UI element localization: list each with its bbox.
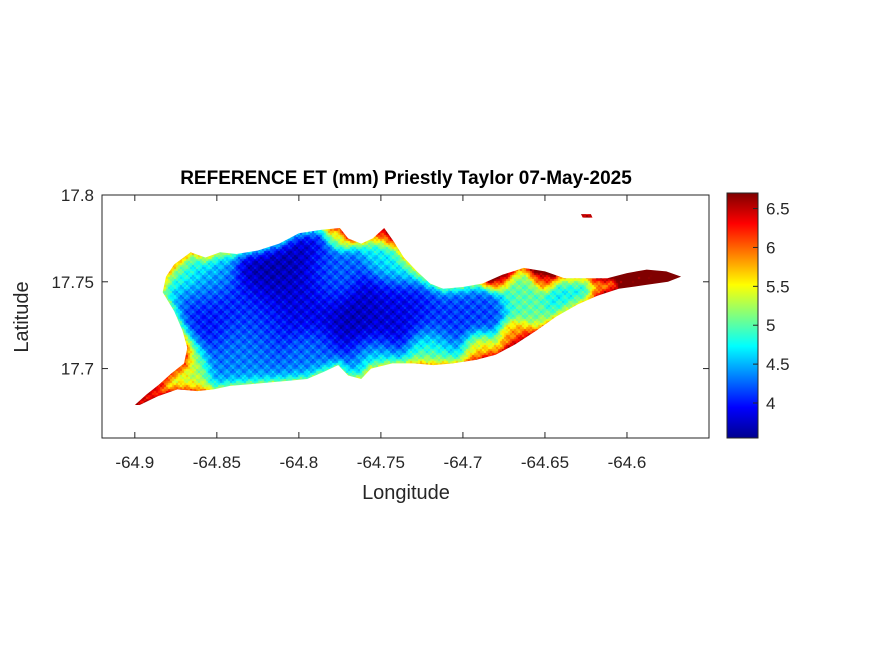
x-tick-label: -64.65	[521, 453, 569, 472]
axes-box	[101, 194, 710, 439]
x-axis-label: Longitude	[362, 482, 450, 504]
y-axis-label: Latitude	[11, 281, 33, 352]
map-axes: -64.9 -64.85 -64.8 -64.75 -64.7 -64.65 -64.6 1…	[51, 186, 710, 472]
colorbar-tick-label: 6	[766, 238, 775, 257]
y-tick-label: 17.7	[61, 360, 94, 379]
x-tick-label: -64.85	[193, 453, 241, 472]
x-tick-label: -64.7	[444, 453, 483, 472]
colorbar-gradient	[726, 192, 759, 439]
colorbar-tick-label: 5.5	[766, 277, 790, 296]
colorbar-tick-group: 4 4.5 5 5.5 6 6.5	[753, 200, 790, 413]
y-tick-label: 17.8	[61, 186, 94, 205]
x-tick-label: -64.9	[115, 453, 154, 472]
y-tick-label: 17.75	[51, 273, 94, 292]
x-tick-label: -64.6	[608, 453, 647, 472]
x-tick-label: -64.75	[357, 453, 405, 472]
x-tick-group: -64.9 -64.85 -64.8 -64.75 -64.7 -64.65 -64.6	[115, 195, 646, 472]
colorbar-tick-label: 4.5	[766, 355, 790, 374]
colorbar: 4 4.5 5 5.5 6 6.5	[726, 192, 790, 439]
chart-title: REFERENCE ET (mm) Priestly Taylor 07-May…	[180, 168, 632, 189]
colorbar-tick-label: 6.5	[766, 200, 790, 219]
y-tick-group: 17.7 17.75 17.8	[51, 186, 709, 379]
colorbar-tick-label: 5	[766, 316, 775, 335]
x-tick-label: -64.8	[279, 453, 318, 472]
colorbar-tick-label: 4	[766, 394, 775, 413]
